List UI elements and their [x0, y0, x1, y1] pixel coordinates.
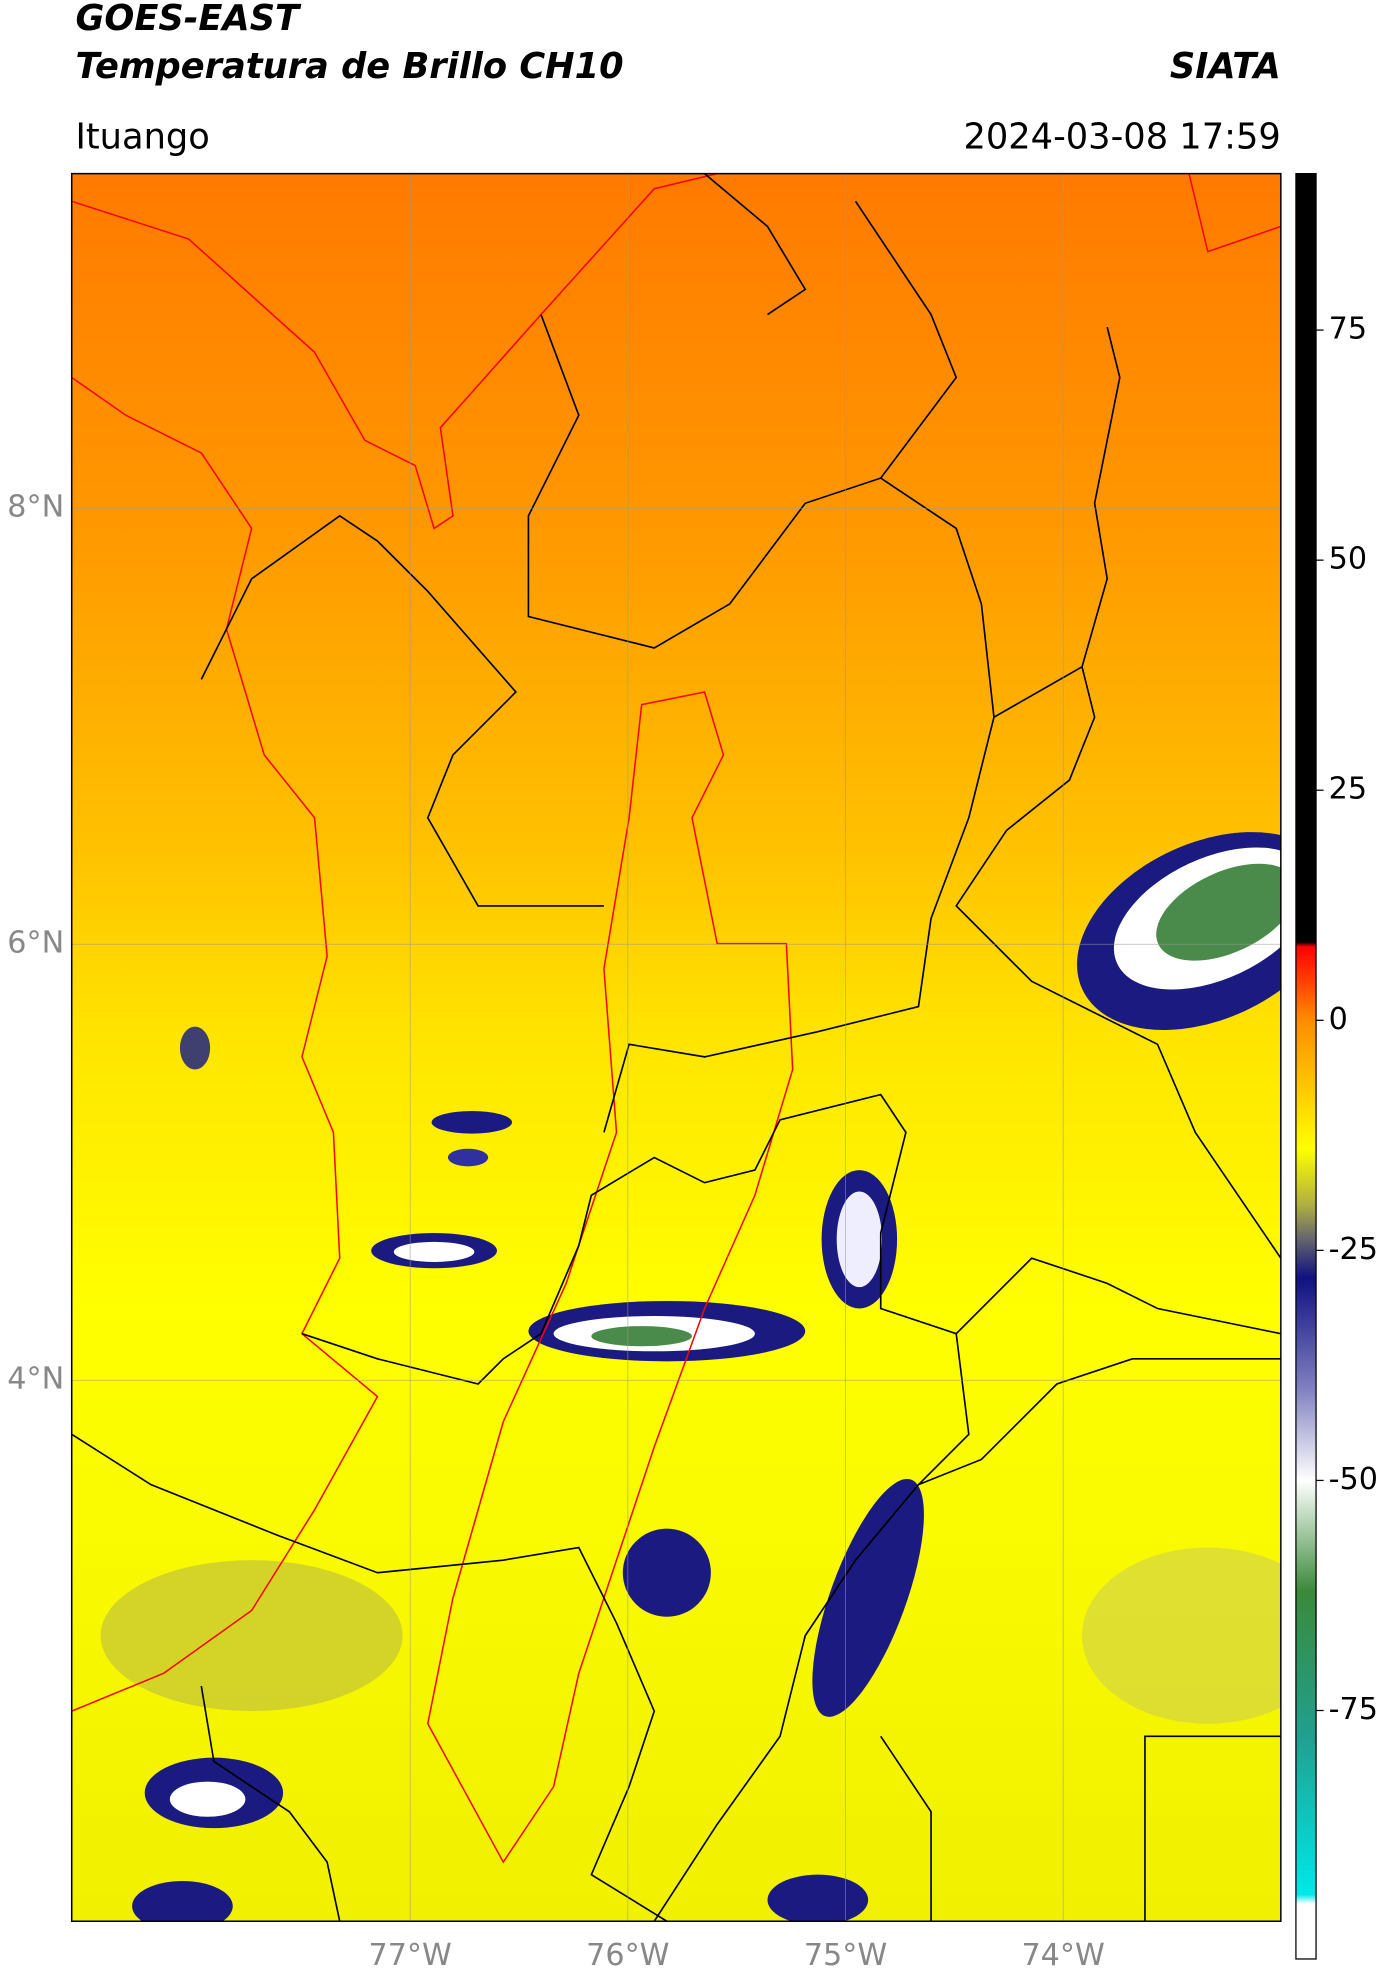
colorbar-tick-label: -25 [1329, 1232, 1378, 1267]
colorbar-tick-label: -50 [1329, 1462, 1378, 1497]
cloud [622, 1528, 711, 1617]
x-tick-label: 75°W [804, 1938, 887, 1973]
cloud [393, 1241, 475, 1262]
colorbar [1295, 172, 1317, 1960]
cloud [591, 1326, 692, 1347]
region-outline [426, 691, 794, 1864]
x-tick-label: 74°W [1021, 1938, 1104, 1973]
cloud-areas [100, 832, 1281, 1922]
y-tick-label: 4°N [7, 1362, 64, 1397]
cloud [179, 1026, 211, 1070]
boundary [603, 716, 995, 1133]
boundary [527, 200, 958, 649]
boundary [200, 1685, 341, 1922]
boundary [918, 1358, 1281, 1486]
boundary [653, 1333, 970, 1922]
title-satellite: GOES-EAST [75, 0, 302, 39]
colorbar-tick-label: 0 [1329, 1002, 1348, 1037]
y-tick-label: 6°N [7, 926, 64, 961]
haze [1082, 1547, 1281, 1724]
datetime: 2024-03-08 17:59 [963, 116, 1280, 157]
cloud [132, 1880, 233, 1922]
boundary [955, 666, 1281, 1259]
cloud [1156, 863, 1281, 961]
graticule [71, 173, 1281, 1922]
colorbar-tick-label: 50 [1329, 542, 1367, 577]
boundary [200, 514, 604, 907]
cloud [767, 1874, 869, 1922]
cloud [431, 1110, 513, 1134]
boundary [880, 1735, 1281, 1922]
cloud [169, 1781, 246, 1817]
source: SIATA [1170, 46, 1281, 87]
colorbar-tick-label: 75 [1329, 312, 1367, 347]
y-tick-label: 8°N [7, 490, 64, 525]
x-tick-label: 77°W [369, 1938, 452, 1973]
x-tick-label: 76°W [586, 1938, 669, 1973]
boundary [301, 1093, 1281, 1385]
title-product: Temperatura de Brillo CH10 [75, 46, 623, 87]
map-frame [70, 172, 1282, 1922]
admin-boundaries [71, 173, 1281, 1922]
coast-line [1188, 173, 1281, 253]
boundary [704, 173, 807, 316]
coastline [71, 173, 1281, 1864]
cloud [836, 1191, 882, 1288]
boundary [71, 1433, 668, 1922]
colorbar-tick-label: 25 [1329, 772, 1367, 807]
map-image [71, 173, 1281, 1922]
coast-line [71, 173, 718, 530]
haze [100, 1560, 403, 1712]
cloud [447, 1148, 489, 1167]
coast-line [71, 376, 379, 1712]
location: Ituango [75, 116, 209, 157]
cloud [812, 1478, 924, 1717]
colorbar-tick-label: -75 [1329, 1692, 1378, 1727]
